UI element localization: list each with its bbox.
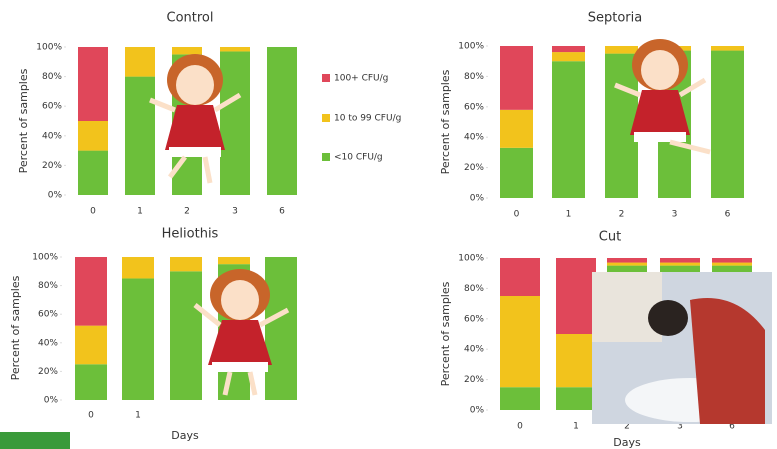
x-tick-label: 1 <box>566 210 572 220</box>
y-tick-label: 100% <box>458 254 484 264</box>
bar-segment <box>660 263 700 266</box>
y-axis-label: Percent of samples <box>9 275 22 380</box>
bar-segment <box>78 121 108 151</box>
y-tick-label: 20% <box>38 367 58 377</box>
bar-segment <box>500 258 540 296</box>
bar-segment <box>172 47 202 54</box>
bar-segment <box>552 52 585 61</box>
bar-segment <box>170 257 202 271</box>
x-tick-label: 0 <box>90 207 96 217</box>
y-tick-label: 80% <box>464 284 484 294</box>
y-tick-label: 60% <box>464 102 484 112</box>
bar-segment <box>500 148 533 198</box>
figure: ControlPercent of samples0%20%40%60%80%1… <box>0 0 777 449</box>
y-tick-label: 100% <box>32 253 58 263</box>
y-tick-label: 80% <box>38 281 58 291</box>
bar-segment <box>660 258 700 263</box>
x-tick-label: 1 <box>135 411 141 421</box>
bar-segment <box>607 263 647 266</box>
y-tick-label: 80% <box>464 72 484 82</box>
x-tick-label: 3 <box>672 210 678 220</box>
bar-segment <box>125 77 155 195</box>
y-tick-label: 20% <box>42 161 62 171</box>
x-tick-label: 2 <box>184 207 190 217</box>
x-tick-label: 1 <box>137 207 143 217</box>
chart-title: Cut <box>599 230 621 245</box>
x-axis-label: Days <box>171 429 199 442</box>
bar-segment <box>607 258 647 263</box>
bar-segment <box>75 364 107 400</box>
legend-swatch <box>322 114 330 122</box>
y-tick-label: 80% <box>42 72 62 82</box>
bar-segment <box>125 47 155 77</box>
bar-segment <box>75 257 107 326</box>
y-tick-label: 40% <box>42 131 62 141</box>
bar-segment <box>122 257 154 278</box>
x-tick-label: 2 <box>619 210 625 220</box>
x-axis-label: Days <box>613 436 641 449</box>
legend-label: 10 to 99 CFU/g <box>334 114 401 124</box>
legend-swatch <box>322 153 330 161</box>
bar-segment <box>500 296 540 387</box>
photo <box>592 272 772 424</box>
y-axis-label: Percent of samples <box>439 69 452 174</box>
legend-label: <10 CFU/g <box>334 153 383 163</box>
y-tick-label: 100% <box>36 43 62 53</box>
bar-segment <box>267 47 297 195</box>
bar-segment <box>500 387 540 410</box>
bar-segment <box>712 263 752 266</box>
scan-artifact <box>0 432 70 449</box>
x-tick-label: 6 <box>279 207 285 217</box>
bar-segment <box>711 51 744 198</box>
bar-segment <box>556 334 596 387</box>
bar-segment <box>75 326 107 365</box>
y-tick-label: 60% <box>38 310 58 320</box>
y-tick-label: 0% <box>470 194 485 204</box>
legend-swatch <box>322 74 330 82</box>
legend-label: 100+ CFU/g <box>334 74 388 84</box>
bar-segment <box>711 46 744 51</box>
y-axis-label: Percent of samples <box>17 68 30 173</box>
y-tick-label: 40% <box>464 345 484 355</box>
bar-segment <box>712 258 752 263</box>
y-tick-label: 40% <box>38 338 58 348</box>
y-tick-label: 60% <box>42 102 62 112</box>
x-tick-label: 3 <box>232 207 238 217</box>
y-tick-label: 20% <box>464 163 484 173</box>
bar-segment <box>170 271 202 400</box>
chart-title: Septoria <box>588 11 642 26</box>
bar-segment <box>220 47 250 51</box>
x-tick-label: 6 <box>725 210 731 220</box>
bar-segment <box>552 46 585 52</box>
chart-title: Control <box>167 11 214 26</box>
y-tick-label: 20% <box>464 375 484 385</box>
y-tick-label: 0% <box>44 396 59 406</box>
y-tick-label: 40% <box>464 133 484 143</box>
bar-segment <box>500 46 533 110</box>
x-tick-label: 0 <box>88 411 94 421</box>
y-tick-label: 100% <box>458 42 484 52</box>
bar-segment <box>78 47 108 121</box>
x-tick-label: 1 <box>573 422 579 432</box>
y-axis-label: Percent of samples <box>439 281 452 386</box>
bar-segment <box>265 257 297 400</box>
y-tick-label: 60% <box>464 314 484 324</box>
bar-segment <box>500 110 533 148</box>
bar-segment <box>556 387 596 410</box>
chart-title: Heliothis <box>162 227 219 242</box>
bar-segment <box>122 278 154 400</box>
y-tick-label: 0% <box>470 406 485 416</box>
bar-segment <box>218 257 250 264</box>
y-tick-label: 0% <box>48 191 63 201</box>
x-tick-label: 0 <box>517 422 523 432</box>
bar-segment <box>552 61 585 198</box>
bar-segment <box>78 151 108 195</box>
bar-segment <box>605 46 638 54</box>
bar-segment <box>220 51 250 195</box>
x-tick-label: 0 <box>514 210 520 220</box>
bar-segment <box>556 258 596 334</box>
